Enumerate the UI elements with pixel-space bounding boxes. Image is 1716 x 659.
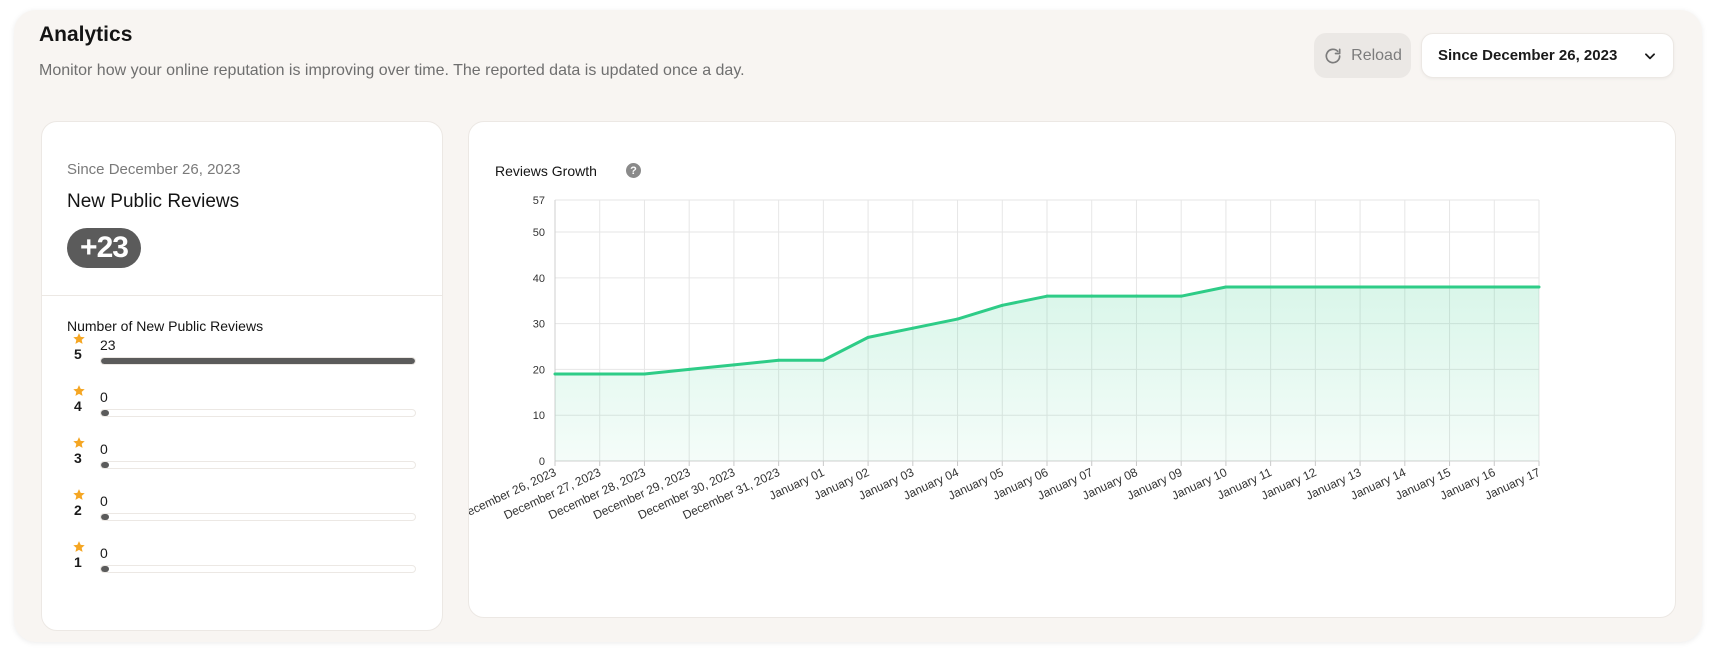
- reload-label: Reload: [1351, 46, 1402, 64]
- data-point: [1448, 285, 1452, 289]
- y-tick-label: 50: [533, 227, 545, 239]
- data-point: [1313, 285, 1317, 289]
- data-point: [1403, 285, 1407, 289]
- data-point: [1000, 303, 1004, 307]
- date-range-select[interactable]: Since December 26, 2023: [1421, 33, 1674, 78]
- rating-count: 0: [100, 545, 108, 561]
- new-reviews-card: Since December 26, 2023 New Public Revie…: [41, 121, 443, 631]
- star-icon: [73, 333, 85, 344]
- y-tick-label: 30: [533, 319, 545, 331]
- data-point: [777, 358, 781, 362]
- data-point: [1269, 285, 1273, 289]
- rating-row-5: 5 23: [67, 332, 419, 372]
- total-reviews-badge: +23: [67, 228, 141, 268]
- data-point: [1358, 285, 1362, 289]
- y-tick-label: 10: [533, 410, 545, 422]
- rating-count: 0: [100, 493, 108, 509]
- summary-since-label: Since December 26, 2023: [67, 161, 241, 178]
- data-point: [1537, 285, 1541, 289]
- y-tick-label: 20: [533, 364, 545, 376]
- data-point: [911, 326, 915, 330]
- rating-count: 0: [100, 389, 108, 405]
- rating-stars-label: 5: [74, 346, 82, 362]
- rating-progress-bar: [100, 357, 416, 365]
- chart-title: Reviews Growth: [495, 163, 597, 179]
- star-icon: [73, 489, 85, 500]
- data-point: [642, 372, 646, 376]
- star-icon: [73, 385, 85, 396]
- rating-progress-fill: [101, 566, 109, 572]
- rating-progress-fill: [101, 514, 109, 520]
- rating-progress-bar: [100, 461, 416, 469]
- data-point: [1179, 294, 1183, 298]
- chevron-down-icon: [1645, 52, 1655, 59]
- series-area: [555, 287, 1539, 461]
- rating-stars-label: 3: [74, 450, 82, 466]
- data-point: [956, 317, 960, 321]
- data-point: [1492, 285, 1496, 289]
- rating-stars-label: 2: [74, 502, 82, 518]
- rating-stars-label: 4: [74, 398, 82, 414]
- rating-progress-fill: [101, 462, 109, 468]
- y-tick-label: 40: [533, 273, 545, 285]
- data-point: [553, 372, 557, 376]
- data-point: [821, 358, 825, 362]
- question-icon[interactable]: ?: [626, 163, 641, 178]
- data-point: [1224, 285, 1228, 289]
- data-point: [866, 335, 870, 339]
- y-tick-label: 0: [539, 456, 545, 468]
- data-point: [1134, 294, 1138, 298]
- y-tick-label: 57: [533, 195, 545, 207]
- rating-progress-bar: [100, 513, 416, 521]
- summary-heading: New Public Reviews: [67, 191, 240, 212]
- refresh-icon: [1325, 48, 1341, 63]
- star-icon: [73, 437, 85, 448]
- data-point: [1090, 294, 1094, 298]
- page-subtitle: Monitor how your online reputation is im…: [39, 62, 745, 79]
- card-divider: [42, 295, 442, 296]
- rating-count: 0: [100, 441, 108, 457]
- reviews-growth-card: Reviews Growth ? 0 10 20 30 40 50 57 December 2…: [468, 121, 1676, 618]
- rating-progress-fill: [101, 410, 109, 416]
- data-point: [687, 367, 691, 371]
- breakdown-title: Number of New Public Reviews: [67, 318, 264, 334]
- data-point: [732, 363, 736, 367]
- reload-button[interactable]: Reload: [1314, 33, 1411, 78]
- rating-stars-label: 1: [74, 554, 82, 570]
- star-icon: [73, 541, 85, 552]
- rating-count: 23: [100, 337, 116, 353]
- data-point: [598, 372, 602, 376]
- rating-progress-bar: [100, 565, 416, 573]
- rating-progress-bar: [100, 409, 416, 417]
- rating-progress-fill: [101, 358, 415, 364]
- page-title: Analytics: [39, 23, 133, 46]
- date-range-value: Since December 26, 2023: [1438, 47, 1618, 64]
- data-point: [1045, 294, 1049, 298]
